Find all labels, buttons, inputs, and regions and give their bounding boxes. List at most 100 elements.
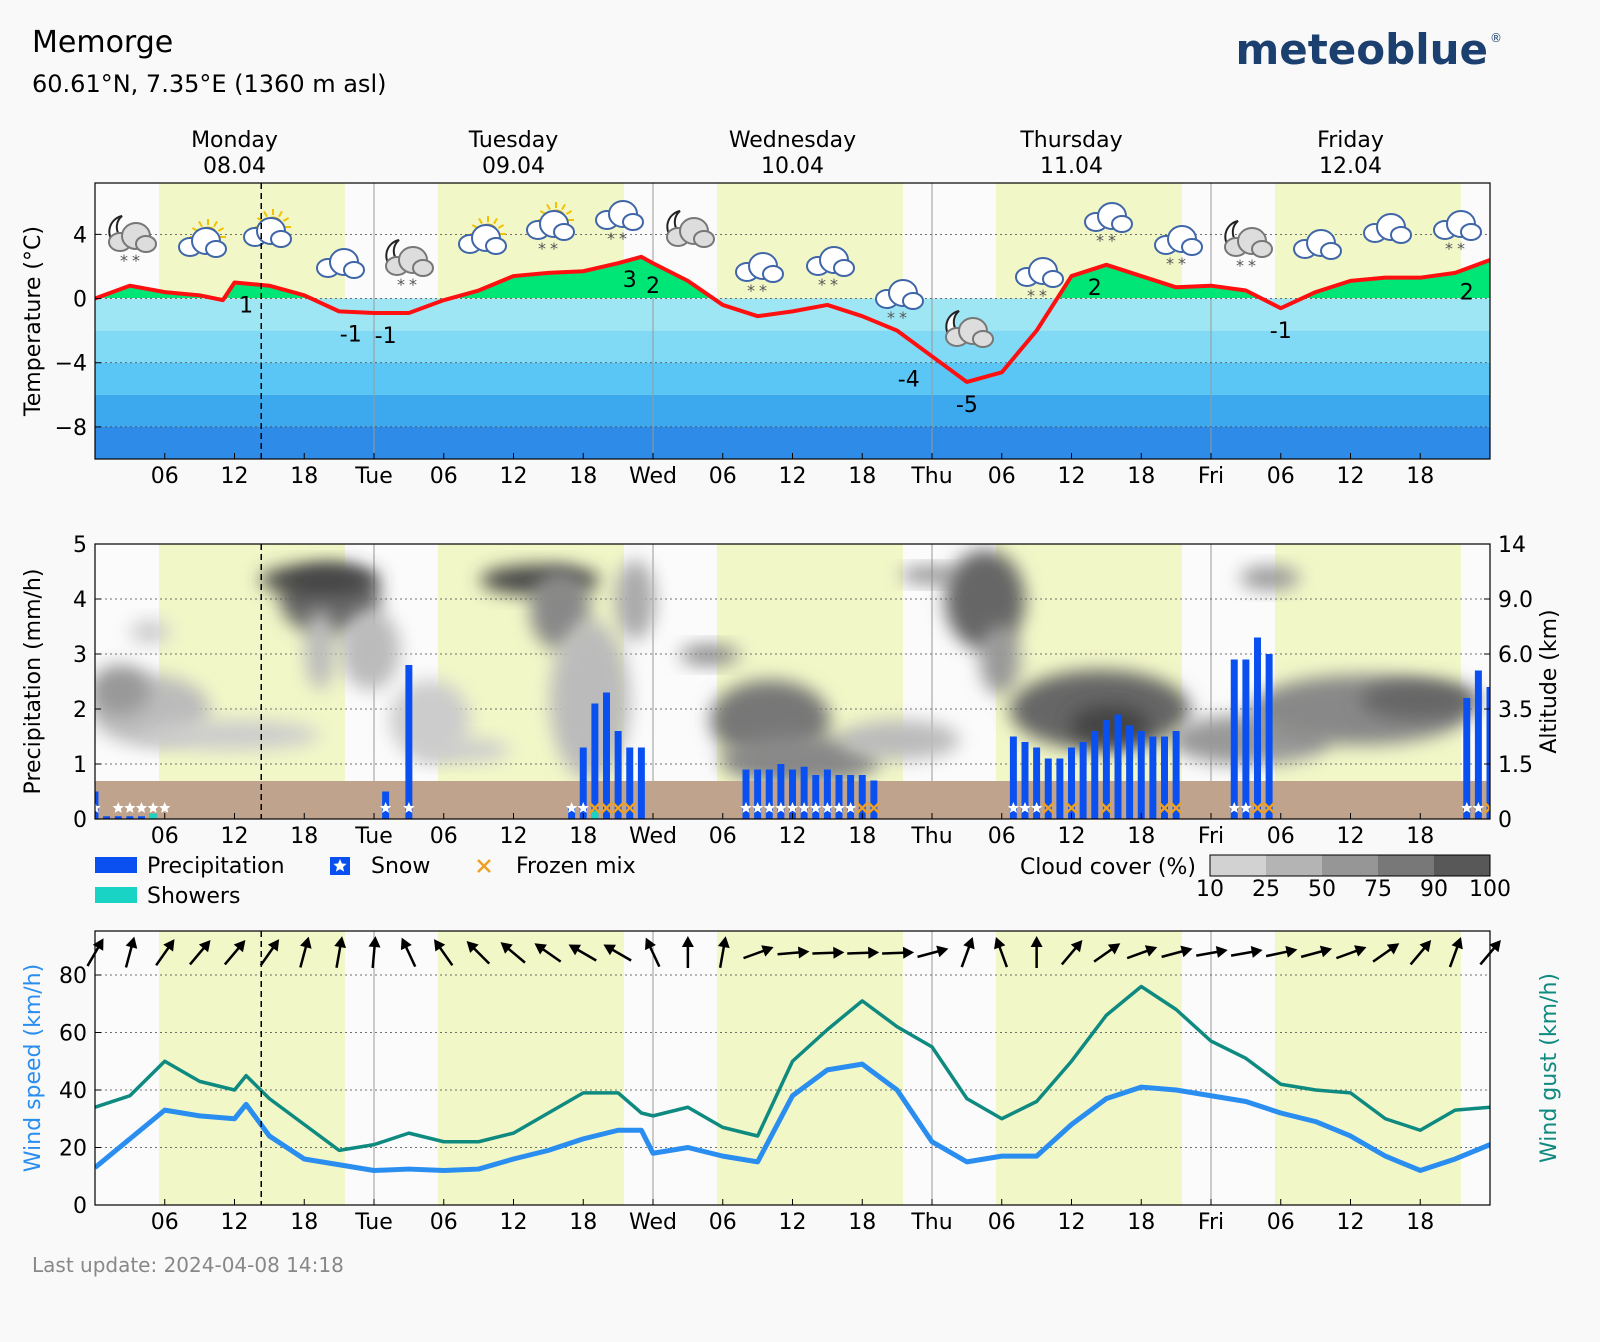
- weather-icon: * *: [875, 279, 924, 327]
- precipitation-bar: [1486, 687, 1490, 819]
- snow-flake: *: [1166, 254, 1174, 273]
- panel: * ** ** ** ** * * ** ** ** ** * * ** *: [95, 183, 1490, 459]
- frozen-marker: [588, 802, 601, 814]
- weather-icon: [945, 310, 994, 348]
- daylight: [437, 931, 624, 1205]
- cloud-cover: [980, 625, 1020, 695]
- precipitation-bar: [777, 764, 785, 819]
- x-tick-label: 06: [988, 824, 1016, 849]
- sun-ray: [278, 210, 283, 218]
- day-date: 10.04: [761, 154, 824, 179]
- legend-label: Precipitation: [147, 854, 285, 879]
- arrow-head: [645, 937, 656, 951]
- snow-flake: *: [538, 239, 546, 258]
- cloud-cover: [340, 610, 400, 690]
- snow-marker: [577, 802, 589, 813]
- cloud: [1390, 226, 1412, 244]
- arrow-head: [603, 944, 616, 956]
- arrow-head: [466, 940, 479, 953]
- temperature-label: 2: [646, 274, 660, 299]
- arrow-head: [1070, 939, 1083, 953]
- y-axis-label: Precipitation (mm/h): [21, 569, 46, 795]
- y2-axis-label: Wind gust (km/h): [1537, 973, 1562, 1163]
- wind-arrow: [743, 945, 774, 960]
- snow-flake: *: [619, 229, 627, 248]
- snow-marker: [1019, 802, 1031, 813]
- snow-flake: *: [132, 251, 140, 270]
- y2-tick-label: 6.0: [1498, 643, 1533, 668]
- snow-flake: *: [607, 229, 615, 248]
- snow-marker: [1007, 802, 1020, 813]
- x-tick-label: 06: [988, 1210, 1016, 1235]
- arrow-head: [334, 936, 347, 949]
- x-tick-label: Fri: [1198, 824, 1224, 849]
- snow-flake: *: [1039, 286, 1047, 305]
- sun-ray: [546, 203, 551, 211]
- footer: Last update: 2024-04-08 14:18: [32, 1253, 344, 1277]
- temperature-label: -1: [1270, 319, 1292, 344]
- wind-arrow: [124, 936, 138, 968]
- wind-arrow: [1161, 945, 1193, 959]
- day-date: 08.04: [203, 154, 266, 179]
- cloud-legend-swatch: [1434, 855, 1490, 876]
- cloud: [205, 240, 227, 258]
- precipitation-bar: [765, 769, 773, 819]
- precipitation-bar: [591, 703, 599, 819]
- day-name: Tuesday: [468, 128, 559, 153]
- arrow-head: [1144, 945, 1158, 957]
- precipitation-bar: [1102, 720, 1110, 819]
- cloud-cover: [130, 620, 170, 644]
- legend-label: Frozen mix: [516, 854, 636, 879]
- arrow-head: [92, 938, 104, 951]
- precipitation-bar: [1242, 659, 1250, 819]
- x-tick-label: 18: [569, 1210, 597, 1235]
- x-tick-label: 06: [1267, 824, 1295, 849]
- wind-arrow: [917, 945, 949, 959]
- arrow-head: [868, 946, 880, 959]
- weather-icon: * *: [1154, 225, 1203, 273]
- cloud: [693, 230, 715, 248]
- wind-arrow: [1196, 946, 1228, 958]
- x-tick-label: Wed: [629, 824, 677, 849]
- snow-flake: *: [1248, 256, 1256, 275]
- subtitle: 60.61°N, 7.35°E (1360 m asl): [32, 70, 386, 98]
- sun-ray: [497, 224, 505, 229]
- cloud-cover: [95, 665, 150, 715]
- sun-ray: [493, 217, 498, 225]
- precipitation-bar: [114, 816, 122, 819]
- wind-arrow: [534, 943, 562, 963]
- wind-arrow: [994, 937, 1009, 968]
- legend-swatch: [95, 857, 137, 873]
- brand: meteoblue: [1235, 25, 1488, 74]
- arrow-head: [500, 942, 513, 954]
- snow-flake: *: [1445, 239, 1453, 258]
- x-tick-label: 12: [500, 824, 528, 849]
- x-tick-label: Fri: [1198, 464, 1224, 489]
- snow-flake: *: [747, 281, 755, 300]
- snow-marker: [775, 802, 787, 813]
- x-tick-label: Tue: [354, 464, 393, 489]
- cloud-legend-swatch: [1322, 855, 1378, 876]
- x-tick-label: Fri: [1198, 1210, 1224, 1235]
- precipitation-bar: [149, 813, 157, 819]
- panel: [95, 544, 1490, 819]
- precipitation-bar: [1230, 659, 1238, 819]
- precipitation-bar: [812, 775, 820, 819]
- cloud: [412, 259, 434, 277]
- snow-marker: [1461, 802, 1473, 813]
- arrow-head: [1489, 939, 1501, 953]
- frozen-marker: [856, 802, 869, 814]
- frozen-marker: [1065, 802, 1078, 814]
- frozen-marker: [623, 802, 636, 814]
- weather-icon: [243, 209, 292, 248]
- arrow-head: [568, 944, 582, 956]
- y2-tick-label: 9.0: [1498, 588, 1533, 613]
- x-tick-label: 12: [221, 1210, 249, 1235]
- cloud-cover: [1360, 680, 1480, 720]
- precipitation-bar: [1044, 758, 1052, 819]
- arrow-head: [994, 937, 1006, 950]
- arrow-head: [1180, 945, 1193, 958]
- x-tick-label: 18: [1406, 464, 1434, 489]
- cloud: [902, 292, 924, 310]
- x-tick-label: 18: [290, 824, 318, 849]
